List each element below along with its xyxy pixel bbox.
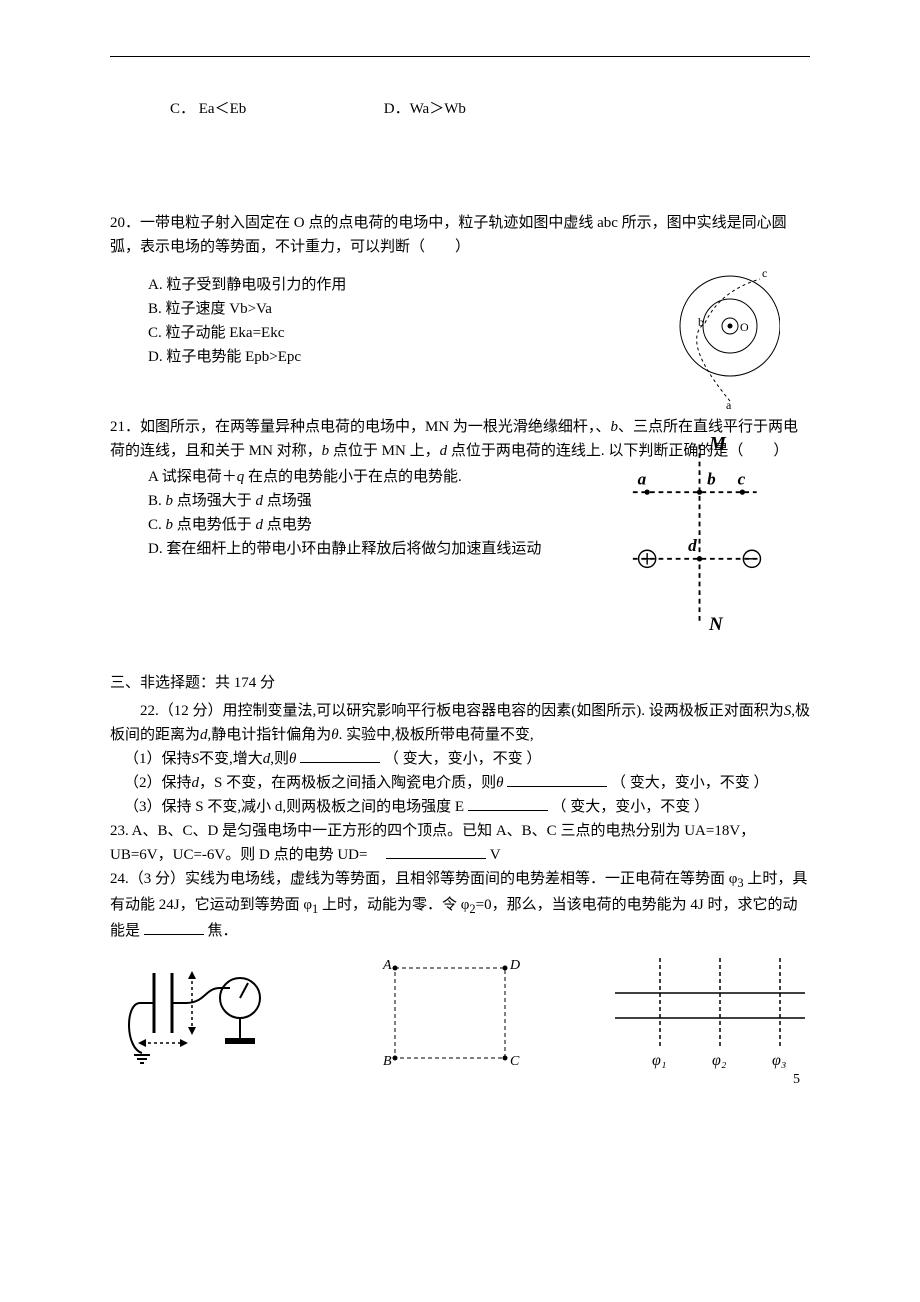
q23-label-B: B xyxy=(383,1054,392,1069)
q21-b-3: 点场强大于 xyxy=(173,493,256,509)
q21-c-b: b xyxy=(166,517,174,533)
q21-c-d: d xyxy=(256,517,264,533)
q22-2theta: θ xyxy=(496,775,503,791)
q24-block: 24.（3 分）实线为电场线，虚线为等势面，且相邻等势面间的电势差相等．一正电荷… xyxy=(110,867,810,943)
page-number: 5 xyxy=(793,1069,800,1091)
q21-c-1: C. xyxy=(148,517,166,533)
section3-header: 三、非选择题：共 174 分 xyxy=(110,671,810,695)
q22-2e: （ 变大，变小，不变 ） xyxy=(611,775,769,791)
page: C． Ea＜Eb D．Wa＞Wb 20．一带电粒子射入固定在 O 点的点电荷的电… xyxy=(0,0,920,1111)
q21-stem-part2b: 点位于 MN 上， xyxy=(329,443,439,459)
q21-a-1: A 试探电荷＋ xyxy=(148,469,237,485)
q19-option-d: D．Wa＞Wb xyxy=(384,101,466,117)
q21-option-a: A 试探电荷＋q 在点的电势能小于在点的电势能. xyxy=(148,465,640,489)
q21-b-1: B. xyxy=(148,493,166,509)
q22-2d: d xyxy=(192,775,200,791)
q24-label-phi1: φ₁ xyxy=(652,1052,666,1069)
q22-blank1[interactable] xyxy=(300,747,380,763)
q21-option-d: D. 套在细杆上的带电小环由静止释放后将做匀加速直线运动 xyxy=(148,537,640,561)
q21-b-5: 点场强 xyxy=(263,493,312,509)
q22-s1: 22.（12 分）用控制变量法,可以研究影响平行板电容器电容的因素(如图所示).… xyxy=(140,703,784,719)
bottom-figures-row: A D B C φ₁ φ₂ φ₃ xyxy=(110,953,810,1081)
q23-unit: V xyxy=(490,847,501,863)
q24-unit: 焦． xyxy=(208,923,238,939)
q22-3b: （ 变大，变小，不变 ） xyxy=(552,799,710,815)
q22-1a: （1）保持 xyxy=(124,751,192,767)
q22-2c: ，S 不变，在两极板之间插入陶瓷电介质，则 xyxy=(199,775,496,791)
q23-label-D: D xyxy=(509,958,520,973)
q22-1e: ,则 xyxy=(270,751,289,767)
q22-1S: S xyxy=(192,751,200,767)
q21-label-d: d xyxy=(688,536,697,555)
q22-blank2[interactable] xyxy=(507,771,607,787)
q20-block: 20．一带电粒子射入固定在 O 点的点电荷的电场中，粒子轨迹如图中虚线 abc … xyxy=(110,211,810,369)
q21-label-a: a xyxy=(638,470,647,489)
q21-label-N: N xyxy=(708,614,724,635)
q21-c-3: 点电势低于 xyxy=(173,517,256,533)
q22-2a: （2）保持 xyxy=(124,775,192,791)
q24-figure: φ₁ φ₂ φ₃ xyxy=(610,953,810,1081)
q24-label-phi3: φ₃ xyxy=(772,1052,786,1069)
q22-s3: ,静电计指针偏角为 xyxy=(208,727,332,743)
q23-label-C: C xyxy=(510,1054,520,1069)
q24-label-phi2: φ₂ xyxy=(712,1052,727,1069)
q20-label-b: b xyxy=(698,315,704,329)
q22-1theta: θ xyxy=(289,751,296,767)
q23-block: 23. A、B、C、D 是匀强电场中一正方形的四个顶点。已知 A、B、C 三点的… xyxy=(110,819,810,867)
q24-blank[interactable] xyxy=(144,919,204,935)
q21-c-5: 点电势 xyxy=(263,517,312,533)
q22-part2: （2）保持d，S 不变，在两极板之间插入陶瓷电介质，则θ （ 变大，变小，不变 … xyxy=(124,771,810,795)
q22-figure xyxy=(110,953,290,1081)
q21-block: 21．如图所示，在两等量异种点电荷的电场中，MN 为一根光滑绝缘细杆，、b、三点… xyxy=(110,415,810,561)
q21-option-c: C. b 点电势低于 d 点电势 xyxy=(148,513,640,537)
q22-part3: （3）保持 S 不变,减小 d,则两极板之间的电场强度 E （ 变大，变小，不变… xyxy=(124,795,810,819)
q21-option-b: B. b 点场强大于 d 点场强 xyxy=(148,489,640,513)
q20-label-a: a xyxy=(726,398,732,411)
q24-l1c: 上时，动能为零．令 φ xyxy=(318,897,469,913)
q22-d: d xyxy=(200,727,208,743)
q21-options: A 试探电荷＋q 在点的电势能小于在点的电势能. B. b 点场强大于 d 点场… xyxy=(148,465,640,561)
q22-block: 22.（12 分）用控制变量法,可以研究影响平行板电容器电容的因素(如图所示).… xyxy=(110,699,810,819)
q21-stem-part1: 21．如图所示，在两等量异种点电荷的电场中，MN 为一根光滑绝缘细杆，、 xyxy=(110,419,610,435)
q22-part1: （1）保持S不变,增大d,则θ （ 变大，变小，不变 ） xyxy=(124,747,810,771)
q21-label-c: c xyxy=(738,470,746,489)
q19-option-c: C． Ea＜Eb xyxy=(170,97,380,121)
q21-b-b: b xyxy=(166,493,174,509)
q21-a-3: 在点的电势能小于在点的电势能. xyxy=(244,469,462,485)
q21-b-d: d xyxy=(256,493,264,509)
q20-figure: O a b c xyxy=(640,251,780,411)
q23-label-A: A xyxy=(382,958,392,973)
q23-blank[interactable] xyxy=(386,843,486,859)
q24-l1: 24.（3 分）实线为电场线，虚线为等势面，且相邻等势面间的电势差相等．一正电荷… xyxy=(110,871,737,887)
q20-label-O: O xyxy=(740,320,749,334)
q22-blank3[interactable] xyxy=(468,795,548,811)
q21-label-b: b xyxy=(707,470,716,489)
q21-figure: M N a b c d xyxy=(610,435,770,635)
q22-theta: θ xyxy=(331,727,338,743)
q21-stem-b1: b xyxy=(610,419,618,435)
q20-label-c: c xyxy=(762,266,767,280)
q22-1c: 不变,增大 xyxy=(199,751,263,767)
q23-figure: A D B C xyxy=(355,953,545,1081)
q19-options-row: C． Ea＜Eb D．Wa＞Wb xyxy=(170,97,810,121)
q22-s4: . 实验中,极板所带电荷量不变, xyxy=(339,727,534,743)
top-rule xyxy=(110,56,810,57)
q22-stem: 22.（12 分）用控制变量法,可以研究影响平行板电容器电容的因素(如图所示).… xyxy=(110,699,810,747)
q21-label-M: M xyxy=(708,435,727,454)
q22-3a: （3）保持 S 不变,减小 d,则两极板之间的电场强度 E xyxy=(124,799,464,815)
q21-stem-d: d xyxy=(440,443,448,459)
q22-1g: （ 变大，变小，不变 ） xyxy=(384,751,542,767)
